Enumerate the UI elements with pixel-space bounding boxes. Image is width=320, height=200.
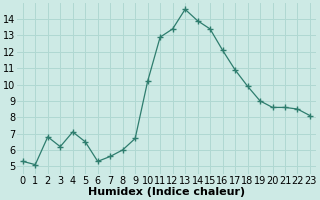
X-axis label: Humidex (Indice chaleur): Humidex (Indice chaleur)	[88, 187, 245, 197]
